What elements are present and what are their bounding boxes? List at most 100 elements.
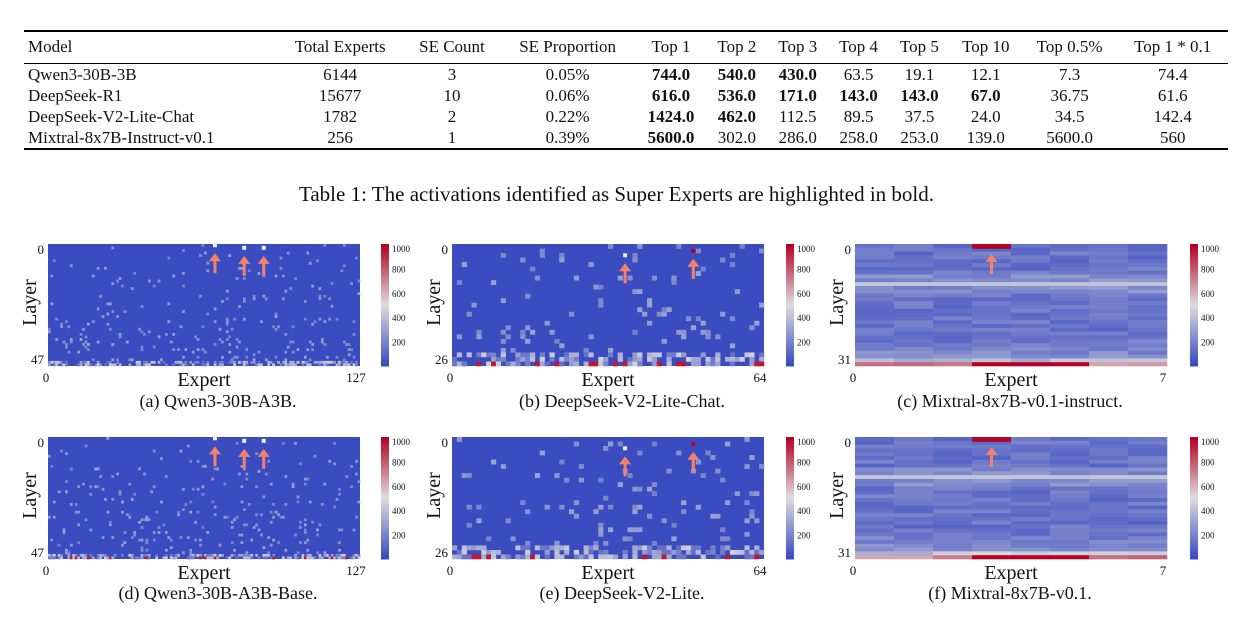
heatmap-cell <box>301 363 305 367</box>
heatmap-cell <box>347 348 351 352</box>
heatmap-cell <box>169 538 173 542</box>
heatmap-cell <box>729 343 736 349</box>
heatmap-background <box>452 244 764 366</box>
heatmap-cell <box>642 554 648 560</box>
colorbar-segment <box>786 534 794 539</box>
heatmap-cell <box>617 275 623 281</box>
heatmap-cell <box>491 549 497 555</box>
heatmap-cell <box>520 334 526 340</box>
colorbar-segment <box>1190 543 1198 548</box>
heatmap-cell <box>99 475 102 478</box>
heatmap-cell <box>500 253 506 258</box>
heatmap-cell <box>855 320 895 325</box>
heatmap-cell <box>505 334 511 340</box>
super-expert-arrow <box>257 448 270 469</box>
heatmap-cell <box>225 515 229 519</box>
heatmap-cell <box>933 440 973 445</box>
heatmap-cell <box>111 363 115 367</box>
heatmap-cell <box>106 437 110 440</box>
heatmap-cell <box>213 363 217 367</box>
heatmap-cell <box>1011 490 1051 495</box>
colorbar-segment <box>1190 289 1198 294</box>
colorbar-segment <box>1190 277 1198 282</box>
super-expert-cell <box>623 253 628 258</box>
heatmap-cell <box>666 352 672 358</box>
heatmap-cell <box>1011 448 1051 453</box>
table-body: Qwen3-30B-3B 6144 3 0.05% 744.0 540.0 430.0 63.… <box>24 64 1228 149</box>
heatmap-cell <box>754 549 760 555</box>
heatmap-cell <box>221 340 224 344</box>
heatmap-cell <box>598 298 604 304</box>
heatmap-cell <box>559 504 565 510</box>
heatmap-cell <box>486 536 492 542</box>
heatmap-cell <box>933 335 973 340</box>
heatmap-cell <box>282 515 285 519</box>
heatmap-cell <box>661 554 667 560</box>
colorbar-segment <box>381 458 389 462</box>
heatmap-cell <box>221 363 224 367</box>
colorbar-tick-label: 400 <box>392 313 406 323</box>
super-expert-arrow <box>208 253 221 274</box>
heatmap-cell <box>1011 498 1051 503</box>
heatmap-cell <box>133 556 137 560</box>
heatmap-cell <box>79 553 83 557</box>
heatmap-cell <box>690 325 697 331</box>
heatmap-cell <box>264 297 268 301</box>
colorbar-segment <box>1190 359 1198 364</box>
heatmap-cell <box>84 556 88 560</box>
heatmap-cell <box>894 498 934 503</box>
colorbar-tick-label: 600 <box>1201 482 1215 492</box>
heatmap-cell <box>933 475 973 480</box>
heatmap-cell <box>245 348 249 352</box>
heatmap-cell <box>933 528 973 533</box>
colorbar-segment <box>1190 522 1198 526</box>
heatmap-cell <box>486 361 492 367</box>
colorbar-segment <box>381 555 389 560</box>
heatmap-cell <box>111 556 115 560</box>
heatmap-cell <box>1089 247 1129 252</box>
heatmap-cell <box>194 335 197 339</box>
colorbar-segment <box>1190 268 1198 272</box>
heatmap-cell <box>267 553 271 557</box>
heatmap-cell <box>544 549 550 555</box>
heatmap-cell <box>196 348 200 352</box>
colorbar-segment <box>381 305 389 309</box>
heatmap-cell <box>338 492 341 496</box>
heatmap-cell <box>933 509 973 514</box>
heatmap-cell <box>157 525 161 529</box>
heatmap-cell <box>1011 555 1051 560</box>
heatmap-cell <box>152 485 156 489</box>
heatmap-cell <box>759 464 765 469</box>
heatmap-cell <box>676 361 682 367</box>
heatmap-cell <box>355 256 358 260</box>
heatmap-cell <box>715 361 721 367</box>
heatmap-cell <box>759 302 765 308</box>
heatmap-cell <box>96 556 100 560</box>
heatmap-cell <box>286 556 290 560</box>
heatmap-cell <box>243 360 246 364</box>
heatmap-cell <box>1128 282 1168 287</box>
colorbar-segment <box>786 265 794 269</box>
colorbar-segment <box>1190 329 1198 333</box>
super-expert-arrow <box>238 255 251 276</box>
heatmap-cell <box>169 340 173 344</box>
colorbar-segment <box>1190 458 1198 462</box>
heatmap-cell <box>637 450 643 456</box>
heatmap-cell <box>1089 505 1129 510</box>
heatmap-cell <box>277 360 280 364</box>
x-tick-label: 0 <box>43 563 50 578</box>
heatmap-cell <box>111 498 115 501</box>
heatmap-cell <box>1011 471 1051 476</box>
heatmap-cell <box>603 446 609 451</box>
heatmap-cell <box>233 548 236 552</box>
heatmap-cell <box>62 531 66 534</box>
heatmap-cell <box>972 251 1012 256</box>
heatmap-cell <box>335 498 339 501</box>
heatmap-cell <box>264 358 268 362</box>
heatmap-cell <box>972 498 1012 503</box>
heatmap-cell <box>65 490 68 494</box>
heatmap-cell <box>140 305 144 308</box>
heatmap-cell <box>1128 247 1168 252</box>
heatmap-cell <box>55 317 59 321</box>
